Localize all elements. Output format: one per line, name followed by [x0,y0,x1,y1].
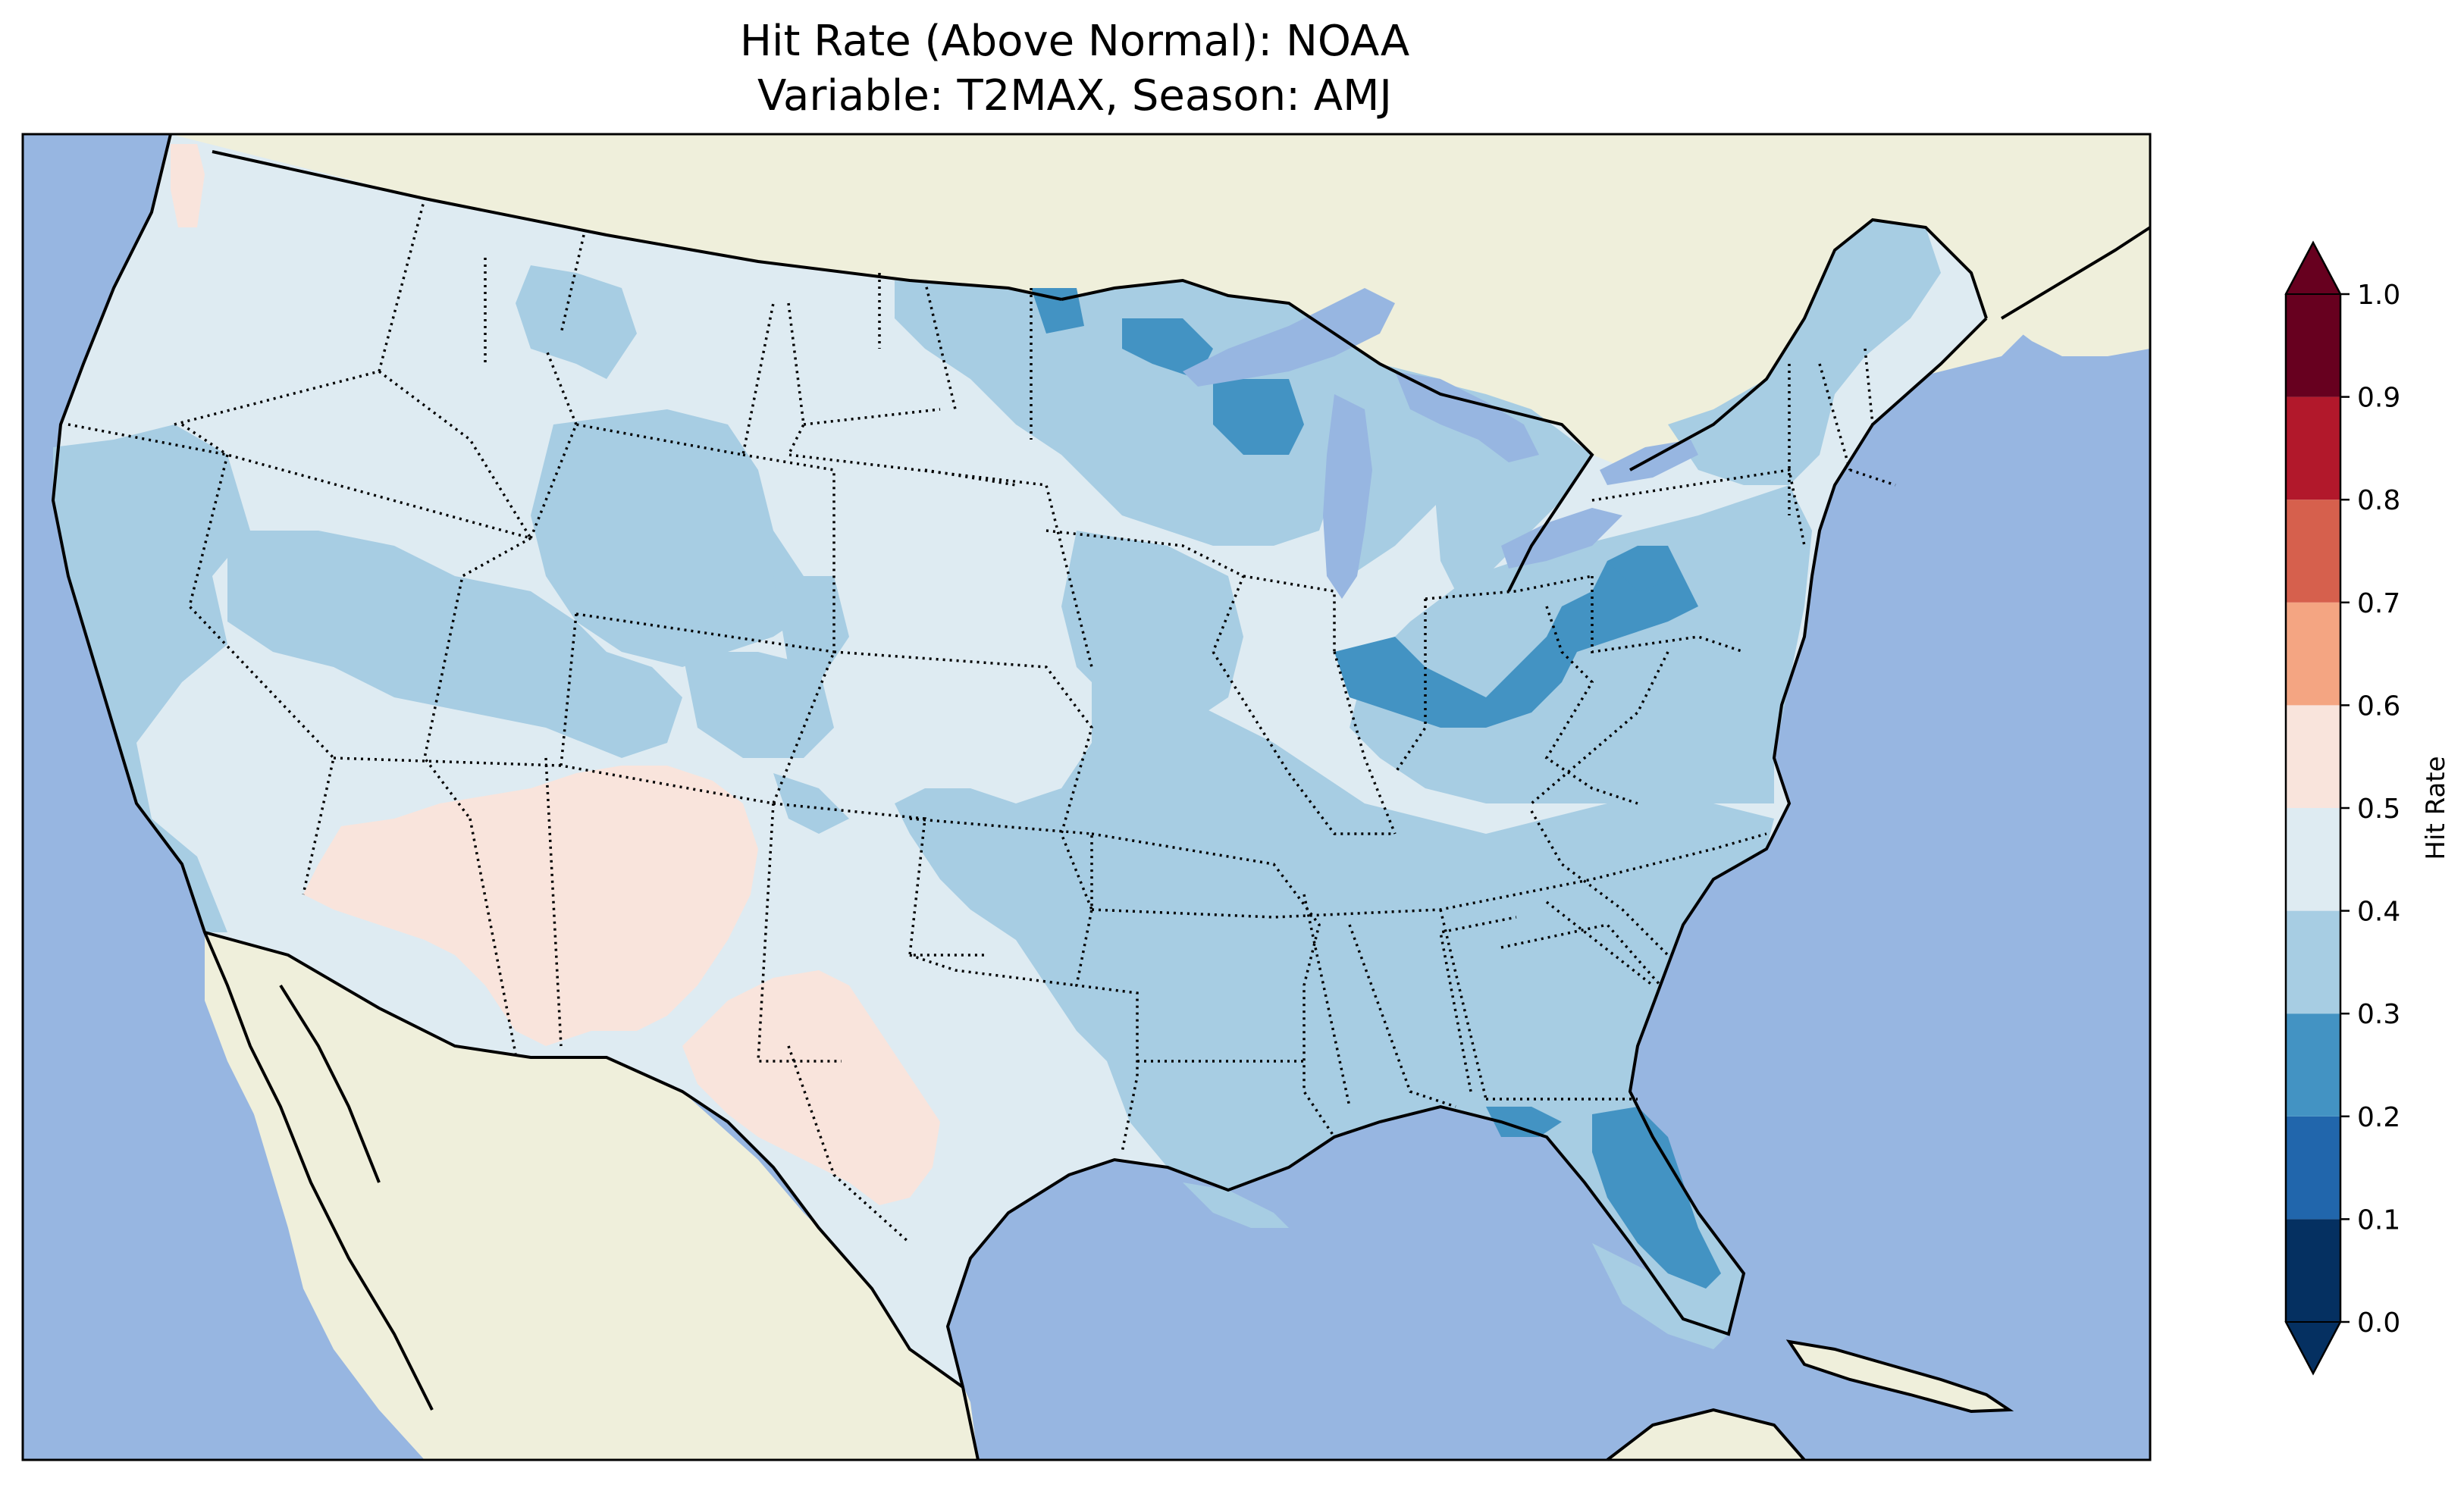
colorbar-tick-label: 0.2 [2357,1102,2400,1133]
maritimes-land [2002,227,2150,356]
mexico-land [205,932,978,1460]
yucatan-land [1607,1410,1804,1460]
colorbar-tick-label: 0.1 [2357,1204,2400,1236]
colorbar-over-triangle [2284,240,2342,295]
colorbar-swatch-1 [2286,1116,2340,1220]
colorbar-swatch-3 [2286,910,2340,1014]
colorbar-swatch-4 [2286,808,2340,911]
region-0.3-0.4 [53,220,1941,1349]
map-title: Hit Rate (Above Normal): NOAA [739,17,1410,66]
colorbar-tick-label: 1.0 [2357,280,2400,311]
colorbar-tick-label: 0.8 [2357,485,2400,516]
map-subtitle: Variable: T2MAX, Season: AMJ [757,71,1392,121]
colorbar-ticks: 0.0 0.1 0.2 0.3 0.4 0.5 0.6 0.7 0.8 0.9 1.0 [2340,280,2400,1339]
colorbar-tick-label: 0.9 [2357,383,2400,414]
great-lakes [1183,288,1698,599]
colorbar-swatch-0 [2286,1219,2340,1322]
region-0.2-0.3 [1031,288,1721,1289]
colorbar-tick-label: 0.4 [2357,897,2400,928]
colorbar-tick-label: 0.0 [2357,1308,2400,1339]
map-frame [21,133,2152,1461]
baja-land [205,932,432,1425]
state-boundaries [67,198,1896,1245]
coastlines [51,133,2152,1461]
colorbar-under-triangle [2284,1321,2342,1376]
colorbar-tick-label: 0.7 [2357,588,2400,619]
cuba-land [1789,1342,2009,1411]
colorbar-label: Hit Rate [2421,756,2451,860]
colorbar-swatch-2 [2286,1013,2340,1117]
colorbar-swatch-7 [2286,500,2340,603]
colorbar-swatch-5 [2286,705,2340,808]
colorbar-swatch-9 [2286,294,2340,397]
colorbar-tick-label: 0.3 [2357,999,2400,1030]
colorbar-swatch-6 [2286,602,2340,706]
colorbar-tick-label: 0.5 [2357,794,2400,825]
colorbar-tick-label: 0.6 [2357,691,2400,722]
region-0.5-0.6 [171,144,940,1205]
colorbar-swatches [2286,294,2340,1322]
colorbar-swatch-8 [2286,396,2340,500]
